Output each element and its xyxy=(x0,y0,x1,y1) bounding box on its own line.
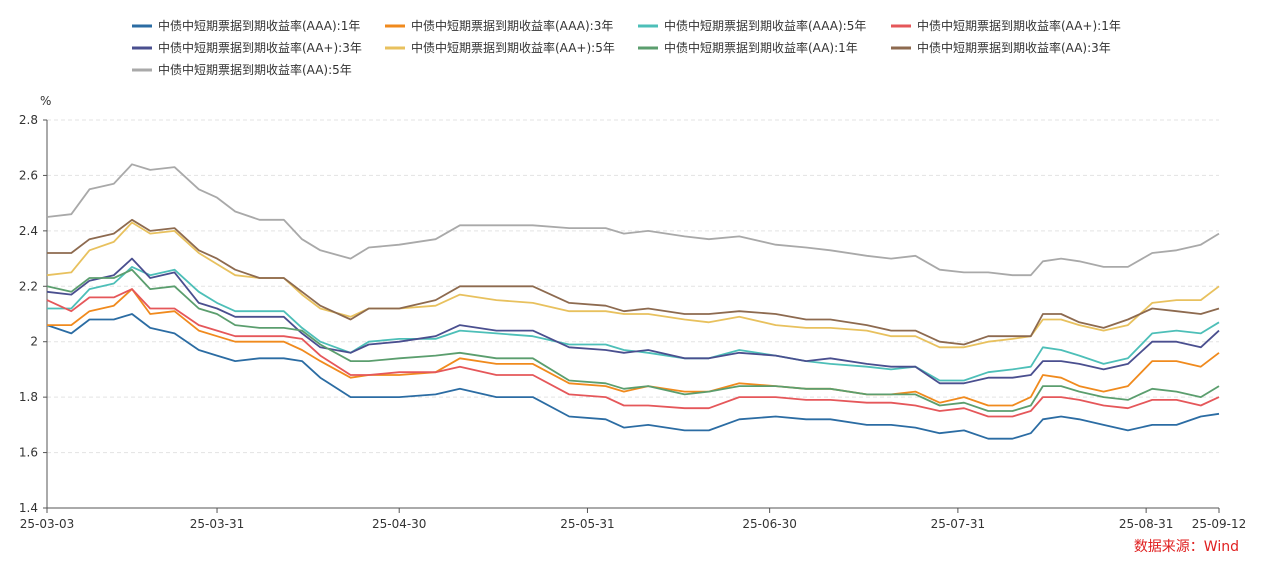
y-tick-label: 2 xyxy=(30,335,38,349)
legend-item[interactable]: 中债中短期票据到期收益率(AA+):1年 xyxy=(891,18,1121,33)
legend-item[interactable]: 中债中短期票据到期收益率(AA+):5年 xyxy=(385,40,615,55)
y-tick-label: 1.6 xyxy=(19,446,38,460)
y-tick-label: 2.4 xyxy=(19,224,38,238)
series-line-7 xyxy=(47,218,1220,346)
series-line-6 xyxy=(46,268,1220,412)
legend-label: 中债中短期票据到期收益率(AAA):5年 xyxy=(664,18,866,33)
legend-label: 中债中短期票据到期收益率(AAA):3年 xyxy=(411,18,613,33)
y-tick-label: 2.6 xyxy=(19,168,38,182)
x-tick-label: 25-03-03 xyxy=(20,517,74,531)
series-line-0 xyxy=(46,313,1220,440)
legend-item[interactable]: 中债中短期票据到期收益率(AA+):3年 xyxy=(132,40,362,55)
legend-item[interactable]: 中债中短期票据到期收益率(AAA):3年 xyxy=(385,18,613,33)
legend-label: 中债中短期票据到期收益率(AA+):5年 xyxy=(411,40,615,55)
x-tick-label: 25-09-12 xyxy=(1192,517,1246,531)
series-line-8 xyxy=(46,163,1220,277)
x-tick-label: 25-06-30 xyxy=(742,517,796,531)
legend-label: 中债中短期票据到期收益率(AA):3年 xyxy=(917,40,1111,55)
series-line-3 xyxy=(46,288,1220,418)
legend-item[interactable]: 中债中短期票据到期收益率(AAA):1年 xyxy=(132,18,360,33)
legend-label: 中债中短期票据到期收益率(AA+):3年 xyxy=(158,40,362,55)
legend-label: 中债中短期票据到期收益率(AAA):1年 xyxy=(158,18,360,33)
legend-item[interactable]: 中债中短期票据到期收益率(AAA):5年 xyxy=(638,18,866,33)
x-tick-label: 25-05-31 xyxy=(560,517,614,531)
y-tick-label: 2.8 xyxy=(19,113,38,127)
source-note: 数据来源：Wind xyxy=(1133,539,1239,555)
series-line-5 xyxy=(46,221,1220,349)
series-line-2 xyxy=(47,265,1220,382)
legend-label: 中债中短期票据到期收益率(AA+):1年 xyxy=(917,18,1121,33)
legend-item[interactable]: 中债中短期票据到期收益率(AA):1年 xyxy=(638,40,858,55)
series-line-1 xyxy=(47,288,1220,407)
grid-lines xyxy=(47,119,1219,454)
series-line-4 xyxy=(46,257,1220,385)
x-tick-label: 25-07-31 xyxy=(931,517,985,531)
x-tick-label: 25-03-31 xyxy=(190,517,244,531)
legend-item[interactable]: 中债中短期票据到期收益率(AA):3年 xyxy=(891,40,1111,55)
series-lines xyxy=(46,163,1220,440)
y-tick-label: 1.4 xyxy=(19,501,38,515)
y-axis-unit: % xyxy=(40,94,51,108)
axes: 1.4 1.6 1.8 2 2.2 2.4 2.6 2.8 25-03-03 25-03-31 25… xyxy=(19,113,1246,531)
x-tick-label: 25-08-31 xyxy=(1119,517,1173,531)
legend-label: 中债中短期票据到期收益率(AA):5年 xyxy=(158,62,352,77)
legend-item[interactable]: 中债中短期票据到期收益率(AA):5年 xyxy=(132,62,352,77)
legend-label: 中债中短期票据到期收益率(AA):1年 xyxy=(664,40,858,55)
x-tick-label: 25-04-30 xyxy=(372,517,426,531)
y-tick-label: 2.2 xyxy=(19,279,38,293)
y-tick-label: 1.8 xyxy=(19,390,38,404)
chart-legend: 中债中短期票据到期收益率(AAA):1年 中债中短期票据到期收益率(AAA):3年… xyxy=(132,18,1121,77)
